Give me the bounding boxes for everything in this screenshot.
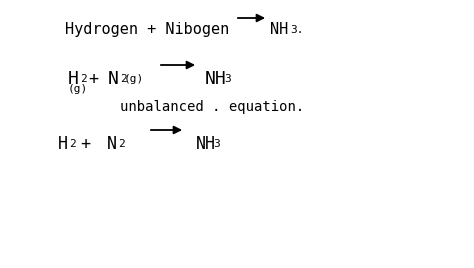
- Text: unbalanced . equation.: unbalanced . equation.: [120, 100, 304, 114]
- Text: N: N: [108, 70, 119, 88]
- Text: 3: 3: [213, 139, 220, 149]
- Text: 2: 2: [69, 139, 76, 149]
- Text: 3: 3: [224, 74, 231, 84]
- Text: 3.: 3.: [290, 25, 303, 35]
- Text: NH: NH: [205, 70, 227, 88]
- Text: NH: NH: [196, 135, 216, 153]
- Text: Hydrogen + Nibogen: Hydrogen + Nibogen: [65, 22, 229, 37]
- Text: 2: 2: [120, 74, 127, 84]
- Text: N: N: [107, 135, 117, 153]
- Text: 2: 2: [118, 139, 125, 149]
- Text: 2: 2: [80, 74, 87, 84]
- Text: H: H: [58, 135, 68, 153]
- Text: +: +: [80, 135, 90, 153]
- Text: (g): (g): [68, 84, 88, 94]
- Text: (g): (g): [124, 74, 144, 84]
- Text: NH: NH: [270, 22, 288, 37]
- Text: +: +: [88, 70, 98, 88]
- Text: H: H: [68, 70, 79, 88]
